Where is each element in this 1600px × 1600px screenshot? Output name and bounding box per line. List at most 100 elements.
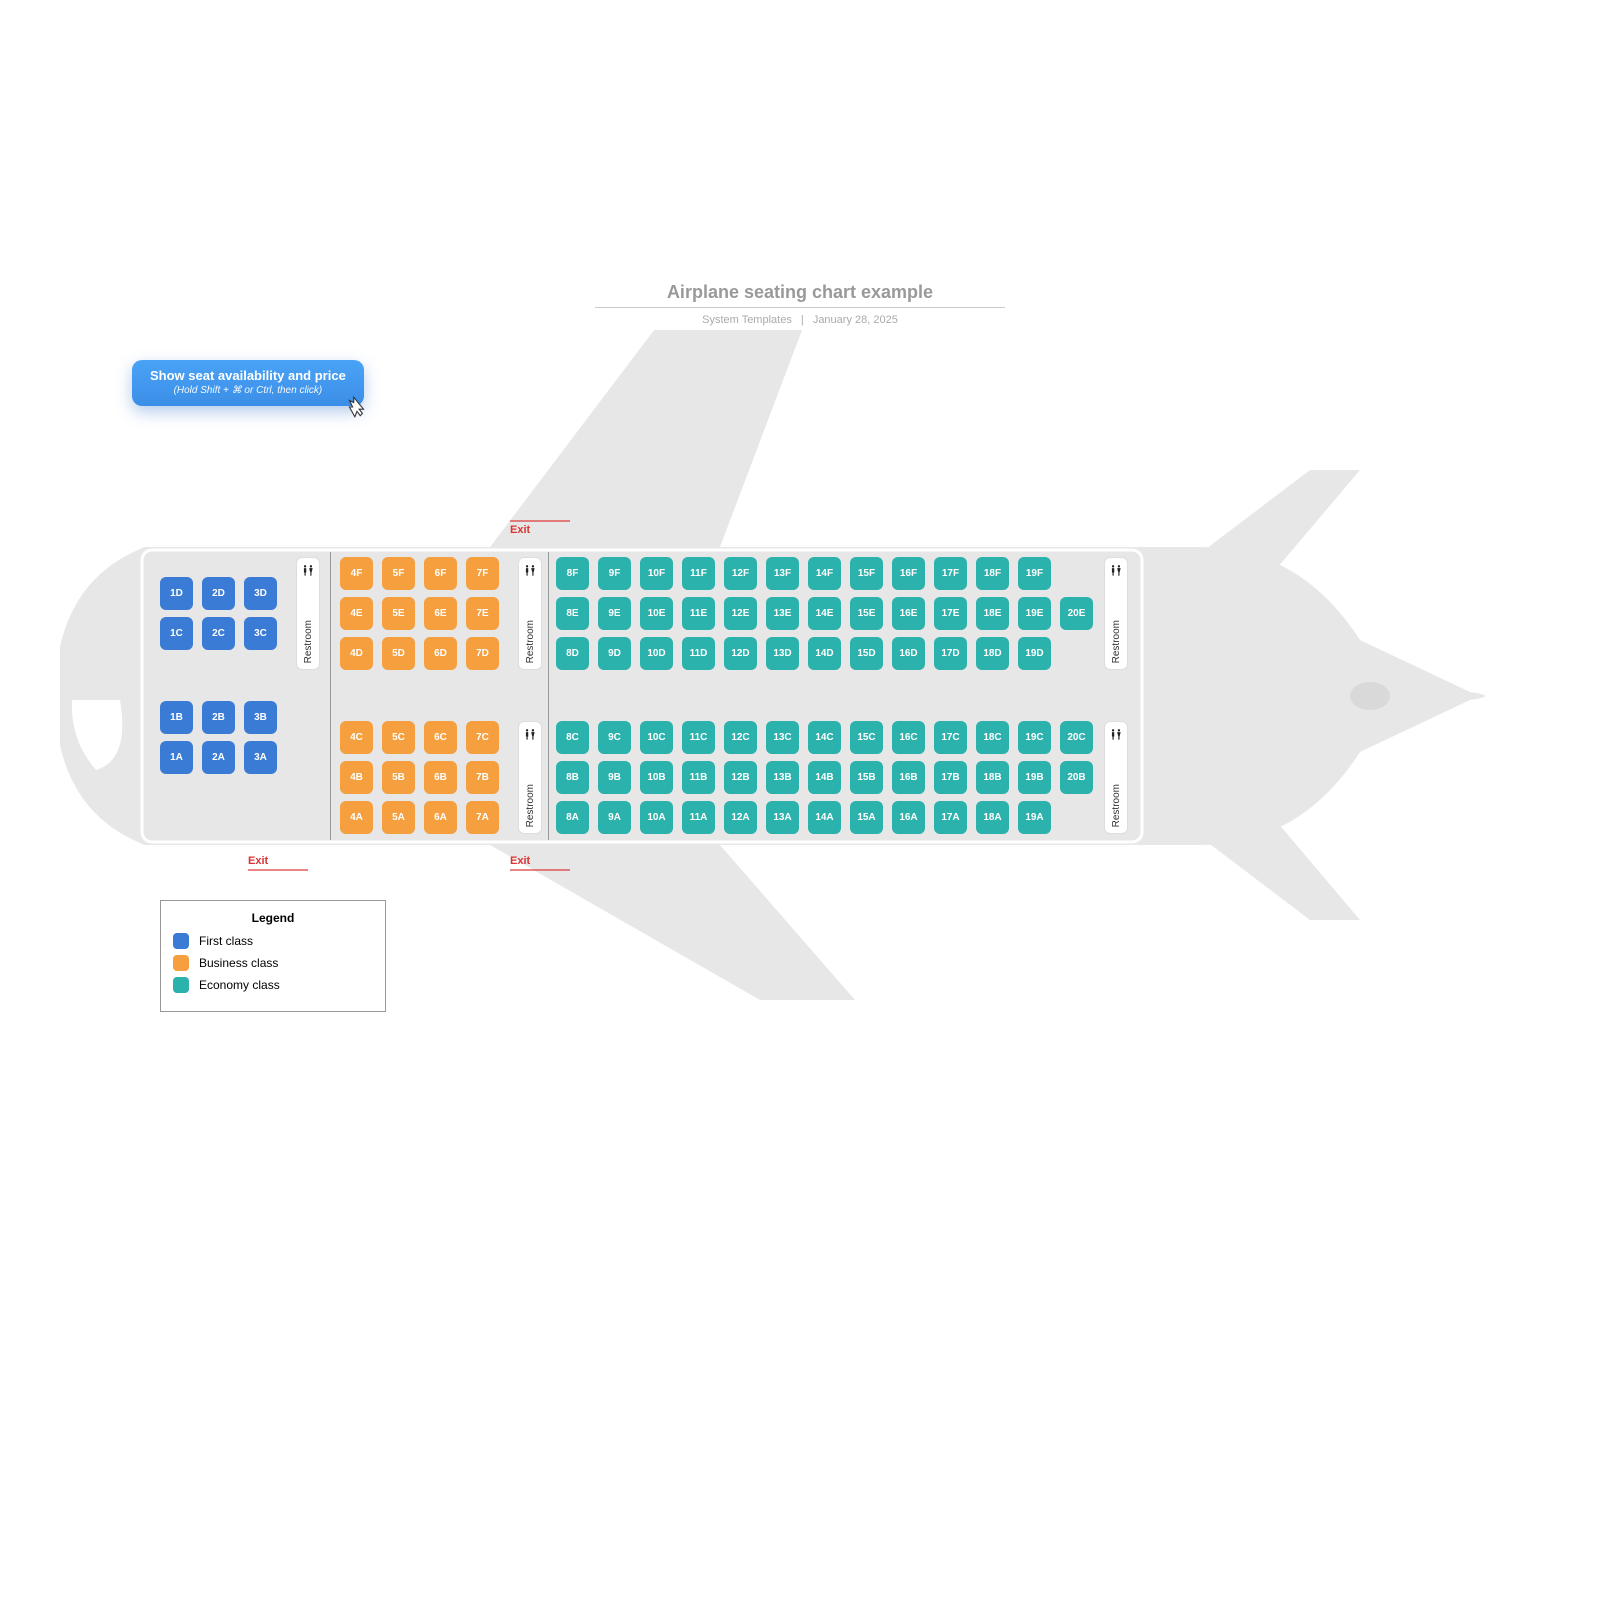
seat-12B[interactable]: 12B [724,761,757,794]
seat-7F[interactable]: 7F [466,557,499,590]
seat-1A[interactable]: 1A [160,741,193,774]
seat-8E[interactable]: 8E [556,597,589,630]
show-availability-button[interactable]: Show seat availability and price (Hold S… [132,360,364,406]
seat-12D[interactable]: 12D [724,637,757,670]
seat-8A[interactable]: 8A [556,801,589,834]
seat-1D[interactable]: 1D [160,577,193,610]
seat-17B[interactable]: 17B [934,761,967,794]
seat-2D[interactable]: 2D [202,577,235,610]
seat-18B[interactable]: 18B [976,761,1009,794]
seat-12C[interactable]: 12C [724,721,757,754]
seat-11E[interactable]: 11E [682,597,715,630]
seat-9A[interactable]: 9A [598,801,631,834]
seat-11C[interactable]: 11C [682,721,715,754]
seat-6D[interactable]: 6D [424,637,457,670]
seat-14C[interactable]: 14C [808,721,841,754]
seat-1C[interactable]: 1C [160,617,193,650]
seat-3C[interactable]: 3C [244,617,277,650]
seat-20B[interactable]: 20B [1060,761,1093,794]
seat-7D[interactable]: 7D [466,637,499,670]
seat-19D[interactable]: 19D [1018,637,1051,670]
seat-13F[interactable]: 13F [766,557,799,590]
seat-5A[interactable]: 5A [382,801,415,834]
seat-16A[interactable]: 16A [892,801,925,834]
seat-8C[interactable]: 8C [556,721,589,754]
seat-16E[interactable]: 16E [892,597,925,630]
seat-19A[interactable]: 19A [1018,801,1051,834]
seat-6E[interactable]: 6E [424,597,457,630]
seat-14F[interactable]: 14F [808,557,841,590]
seat-6A[interactable]: 6A [424,801,457,834]
seat-20E[interactable]: 20E [1060,597,1093,630]
seat-3D[interactable]: 3D [244,577,277,610]
seat-7C[interactable]: 7C [466,721,499,754]
seat-9D[interactable]: 9D [598,637,631,670]
seat-18A[interactable]: 18A [976,801,1009,834]
seat-18D[interactable]: 18D [976,637,1009,670]
seat-2C[interactable]: 2C [202,617,235,650]
seat-15D[interactable]: 15D [850,637,883,670]
seat-10B[interactable]: 10B [640,761,673,794]
seat-5E[interactable]: 5E [382,597,415,630]
seat-15C[interactable]: 15C [850,721,883,754]
seat-7B[interactable]: 7B [466,761,499,794]
seat-18E[interactable]: 18E [976,597,1009,630]
seat-5D[interactable]: 5D [382,637,415,670]
seat-14D[interactable]: 14D [808,637,841,670]
seat-5C[interactable]: 5C [382,721,415,754]
seat-15E[interactable]: 15E [850,597,883,630]
seat-19B[interactable]: 19B [1018,761,1051,794]
seat-9B[interactable]: 9B [598,761,631,794]
seat-14B[interactable]: 14B [808,761,841,794]
seat-13C[interactable]: 13C [766,721,799,754]
seat-20C[interactable]: 20C [1060,721,1093,754]
seat-8B[interactable]: 8B [556,761,589,794]
seat-19E[interactable]: 19E [1018,597,1051,630]
seat-4D[interactable]: 4D [340,637,373,670]
seat-6B[interactable]: 6B [424,761,457,794]
seat-15F[interactable]: 15F [850,557,883,590]
seat-17F[interactable]: 17F [934,557,967,590]
seat-4E[interactable]: 4E [340,597,373,630]
seat-2A[interactable]: 2A [202,741,235,774]
seat-15B[interactable]: 15B [850,761,883,794]
seat-13B[interactable]: 13B [766,761,799,794]
seat-18C[interactable]: 18C [976,721,1009,754]
seat-13E[interactable]: 13E [766,597,799,630]
seat-10D[interactable]: 10D [640,637,673,670]
seat-7A[interactable]: 7A [466,801,499,834]
seat-5B[interactable]: 5B [382,761,415,794]
seat-11A[interactable]: 11A [682,801,715,834]
seat-16D[interactable]: 16D [892,637,925,670]
seat-10E[interactable]: 10E [640,597,673,630]
seat-11B[interactable]: 11B [682,761,715,794]
seat-17A[interactable]: 17A [934,801,967,834]
seat-2B[interactable]: 2B [202,701,235,734]
seat-10C[interactable]: 10C [640,721,673,754]
seat-17E[interactable]: 17E [934,597,967,630]
seat-1B[interactable]: 1B [160,701,193,734]
seat-18F[interactable]: 18F [976,557,1009,590]
seat-10A[interactable]: 10A [640,801,673,834]
seat-17C[interactable]: 17C [934,721,967,754]
seat-4B[interactable]: 4B [340,761,373,794]
seat-12E[interactable]: 12E [724,597,757,630]
seat-12A[interactable]: 12A [724,801,757,834]
seat-3B[interactable]: 3B [244,701,277,734]
seat-11F[interactable]: 11F [682,557,715,590]
seat-19C[interactable]: 19C [1018,721,1051,754]
seat-10F[interactable]: 10F [640,557,673,590]
seat-11D[interactable]: 11D [682,637,715,670]
seat-16C[interactable]: 16C [892,721,925,754]
seat-9E[interactable]: 9E [598,597,631,630]
seat-15A[interactable]: 15A [850,801,883,834]
seat-4F[interactable]: 4F [340,557,373,590]
seat-16B[interactable]: 16B [892,761,925,794]
seat-8F[interactable]: 8F [556,557,589,590]
seat-4A[interactable]: 4A [340,801,373,834]
seat-13D[interactable]: 13D [766,637,799,670]
seat-16F[interactable]: 16F [892,557,925,590]
seat-6F[interactable]: 6F [424,557,457,590]
seat-14A[interactable]: 14A [808,801,841,834]
seat-7E[interactable]: 7E [466,597,499,630]
